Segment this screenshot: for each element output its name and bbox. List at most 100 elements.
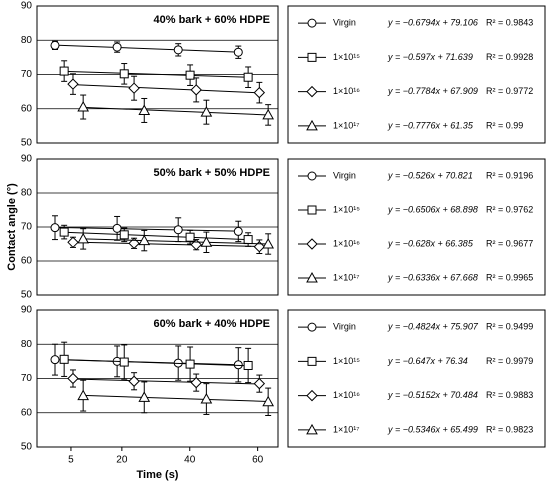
marker: [138, 104, 151, 115]
y-tick-label: 60: [21, 407, 33, 418]
legend-label: Virgin: [333, 170, 356, 180]
y-tick-label: 60: [21, 103, 33, 114]
legend-label: 1×10¹⁶: [333, 390, 360, 400]
marker: [190, 376, 202, 389]
marker: [185, 70, 195, 80]
marker: [262, 108, 275, 120]
legend-r2: R² = 0.9883: [486, 390, 533, 400]
marker: [253, 86, 266, 99]
legend-label: 1×10¹⁶: [333, 86, 360, 96]
legend-marker: [306, 389, 318, 402]
y-axis-label: Contact angle (°): [6, 183, 18, 271]
marker: [119, 230, 129, 240]
legend-label: 1×10¹⁶: [333, 238, 360, 248]
marker: [50, 40, 60, 50]
marker: [233, 226, 243, 236]
marker: [233, 360, 243, 370]
legend-equation: y = −0.6336x + 67.668: [387, 272, 478, 282]
legend-r2: R² = 0.9823: [486, 424, 533, 434]
legend-label: 1×10¹⁵: [333, 204, 360, 214]
y-tick-label: 70: [21, 373, 33, 384]
marker: [119, 357, 129, 367]
trend-line: [54, 44, 239, 53]
legend-equation: y = −0.4824x + 75.907: [387, 322, 479, 332]
plot-frame: [36, 5, 279, 144]
legend-r2: R² = 0.9965: [486, 272, 533, 282]
y-tick-label: 80: [21, 35, 33, 46]
marker: [138, 234, 151, 246]
marker: [233, 47, 243, 57]
trend-line: [83, 394, 269, 402]
marker: [128, 375, 140, 387]
legend-marker: [307, 52, 317, 62]
marker: [119, 69, 129, 79]
legend-box: [287, 309, 546, 448]
legend-marker: [306, 85, 318, 98]
marker: [128, 82, 140, 94]
legend-box: [287, 158, 546, 296]
legend-r2: R² = 0.9979: [486, 356, 533, 366]
marker: [138, 391, 151, 402]
marker: [185, 359, 195, 369]
legend-equation: y = −0.526x + 70.821: [387, 170, 473, 180]
legend-marker: [307, 205, 317, 215]
legend-equation: y = −0.7776x + 61.35: [387, 120, 474, 130]
legend-marker: [307, 171, 317, 181]
x-axis-label: Time (s): [137, 469, 179, 481]
legend-label: 1×10¹⁵: [333, 356, 360, 366]
legend-marker: [306, 423, 318, 435]
panel-title: 60% bark + 40% HDPE: [154, 318, 270, 330]
marker: [243, 235, 253, 245]
marker: [200, 236, 213, 247]
marker: [112, 42, 122, 52]
marker: [190, 84, 202, 96]
legend-label: 1×10¹⁷: [333, 272, 360, 282]
legend-label: 1×10¹⁷: [333, 120, 360, 130]
trend-line: [83, 238, 269, 245]
marker: [50, 223, 60, 233]
marker: [67, 372, 79, 385]
marker: [77, 101, 90, 112]
y-tick-label: 70: [21, 69, 33, 80]
legend-equation: y = −0.628x + 66.385: [387, 238, 474, 248]
marker: [262, 237, 275, 249]
y-tick-label: 80: [21, 339, 33, 350]
marker: [77, 232, 90, 244]
y-tick-label: 80: [21, 188, 33, 199]
trend-line: [64, 70, 249, 78]
marker: [173, 225, 183, 235]
y-tick-label: 90: [21, 1, 33, 12]
legend-r2: R² = 0.9843: [486, 18, 533, 28]
marker: [185, 232, 195, 242]
y-tick-label: 90: [21, 305, 33, 316]
legend-r2: R² = 0.9677: [486, 238, 533, 248]
legend-equation: y = −0.597x + 71.639: [387, 52, 473, 62]
legend-r2: R² = 0.9762: [486, 204, 533, 214]
legend-box: [287, 5, 546, 144]
legend-r2: R² = 0.99: [486, 120, 523, 130]
legend-equation: y = −0.5346x + 65.499: [387, 424, 478, 434]
marker: [59, 227, 69, 237]
legend-equation: y = −0.647x + 76.34: [387, 356, 468, 366]
y-tick-label: 50: [21, 138, 33, 149]
panel-title: 40% bark + 60% HDPE: [154, 14, 270, 26]
marker: [128, 237, 140, 250]
marker: [112, 223, 122, 233]
y-tick-label: 60: [21, 256, 33, 267]
marker: [243, 360, 253, 370]
legend-equation: y = −0.7784x + 67.909: [387, 86, 478, 96]
marker: [77, 389, 90, 401]
marker: [59, 66, 69, 76]
legend-label: 1×10¹⁵: [333, 52, 360, 62]
legend-r2: R² = 0.9499: [486, 322, 533, 332]
legend-equation: y = −0.6506x + 68.898: [387, 204, 478, 214]
marker: [59, 354, 69, 364]
x-tick-label: 5: [68, 455, 74, 466]
legend-marker: [306, 271, 318, 283]
marker: [173, 45, 183, 55]
marker: [67, 78, 79, 90]
legend-marker: [306, 238, 318, 250]
legend-label: Virgin: [333, 18, 356, 28]
